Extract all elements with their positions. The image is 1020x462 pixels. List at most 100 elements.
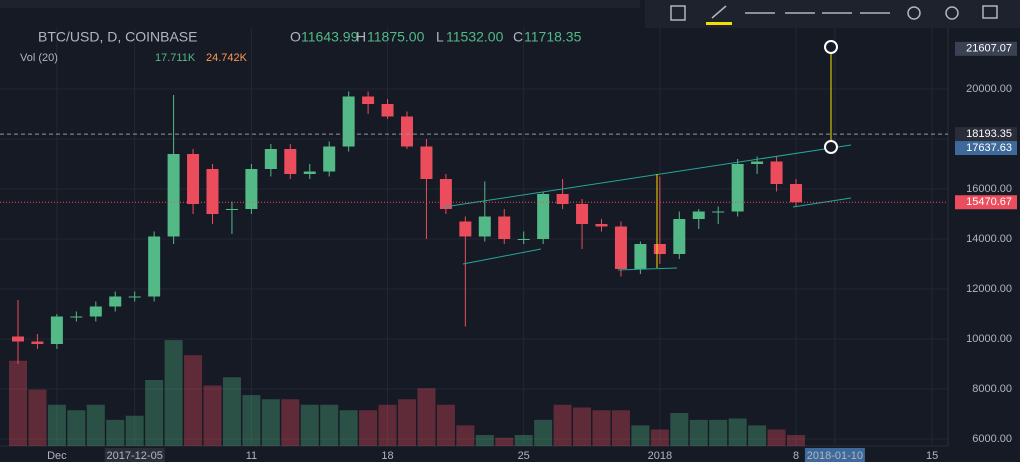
price-label-box <box>955 127 1017 142</box>
vol-value: 17.711K <box>155 52 196 64</box>
x-tick-box <box>804 448 865 462</box>
trend-line <box>443 144 852 208</box>
y-tick-label: 14000.00 <box>966 233 1012 245</box>
candle-body <box>576 204 589 224</box>
price-label-box <box>955 195 1017 210</box>
candle-body <box>225 209 238 210</box>
price-label: 18193.35 <box>966 128 1012 140</box>
candle-body <box>12 336 24 342</box>
trend-line <box>617 267 678 271</box>
volume-bar <box>67 410 86 446</box>
volume-bar <box>650 429 669 446</box>
volume-bar <box>495 437 514 446</box>
c-label: C <box>513 29 523 45</box>
price-label: 21607.07 <box>966 43 1012 55</box>
candle-body <box>556 194 569 204</box>
candle-body <box>614 226 627 269</box>
volume-bar <box>378 404 397 446</box>
candle-body <box>70 316 83 318</box>
volume-bar <box>47 404 66 446</box>
x-tick-label: 2017-12-05 <box>107 450 163 462</box>
close: 11718.35 <box>524 29 582 45</box>
volume-bar <box>573 407 592 446</box>
x-tick-label: 2018 <box>648 450 672 462</box>
volume-bar <box>281 399 300 446</box>
volume-bar <box>787 435 805 446</box>
candle-body <box>537 194 550 239</box>
volume-bar <box>203 385 222 446</box>
y-tick-label: 6000.00 <box>972 433 1012 445</box>
volume-bar <box>320 404 339 446</box>
candle-body <box>790 184 802 203</box>
volume-bar <box>709 419 728 446</box>
volume-bar <box>748 425 767 446</box>
candle-body <box>303 171 316 174</box>
x-tick-label: 15 <box>926 450 938 462</box>
candle-body <box>206 169 219 214</box>
candle-body <box>284 149 297 174</box>
candle-body <box>634 244 647 269</box>
candle-body <box>148 236 161 297</box>
volume-bar <box>9 360 27 446</box>
candle-body <box>50 316 63 344</box>
candle-body <box>653 244 666 254</box>
candle-body <box>459 221 472 237</box>
volume-bar <box>436 404 455 446</box>
candle-body <box>731 164 744 212</box>
candle-body <box>517 239 530 240</box>
brush-underline <box>706 22 732 25</box>
toolbar-icons[interactable] <box>670 5 998 21</box>
volume-bar <box>125 415 144 446</box>
candle-body <box>187 154 200 204</box>
candle-body <box>420 146 433 179</box>
candle-body <box>401 116 413 147</box>
volume-bar <box>631 425 650 446</box>
candle-body <box>439 179 452 209</box>
high: 11875.00 <box>367 29 425 45</box>
price-label-box <box>955 141 1017 156</box>
volume-bar <box>398 399 416 446</box>
candle-body <box>381 104 394 117</box>
volume-bar <box>86 404 105 446</box>
volume-bar <box>359 410 378 446</box>
l-label: L <box>436 29 444 45</box>
x-tick-label: 18 <box>381 450 393 462</box>
candle-body <box>362 96 375 104</box>
volume-bar <box>339 410 358 446</box>
x-tick-label: 2018-01-10 <box>807 450 863 462</box>
h-label: H <box>356 29 366 45</box>
volume-bar <box>611 410 630 446</box>
vol-label[interactable]: Vol (20) <box>20 52 58 64</box>
volume-bar <box>534 419 553 446</box>
x-tick-label: 25 <box>518 450 530 462</box>
volume-bar <box>242 395 261 446</box>
candle-body <box>770 161 783 184</box>
top-toolbar <box>0 0 640 8</box>
handle[interactable] <box>824 140 838 154</box>
candle-body <box>595 224 608 227</box>
candle-body <box>264 149 277 169</box>
volume-bar <box>164 340 183 446</box>
handle[interactable] <box>824 40 838 54</box>
volume-bar <box>689 419 708 446</box>
y-tick-label: 20000.00 <box>966 83 1012 95</box>
volume-bar <box>145 380 164 446</box>
vol-ma: 24.742K <box>206 52 248 64</box>
y-tick-label: 10000.00 <box>966 333 1012 345</box>
candle-body <box>89 306 102 317</box>
open: 11643.99 <box>301 29 359 45</box>
symbol[interactable]: BTC/USD, D, COINBASE <box>38 29 197 45</box>
candle-body <box>342 96 355 147</box>
x-tick-label: Dec <box>47 450 67 462</box>
volume-bar <box>261 399 280 446</box>
volume-bar <box>222 377 241 446</box>
drawing-toolbar[interactable] <box>645 0 1020 28</box>
volume-bar <box>592 410 611 446</box>
volume-bar <box>184 355 203 446</box>
candle-body <box>109 296 122 307</box>
volume-bar <box>670 413 689 446</box>
trend-line <box>462 248 542 265</box>
candle-body <box>128 296 141 298</box>
y-tick-label: 8000.00 <box>972 383 1012 395</box>
